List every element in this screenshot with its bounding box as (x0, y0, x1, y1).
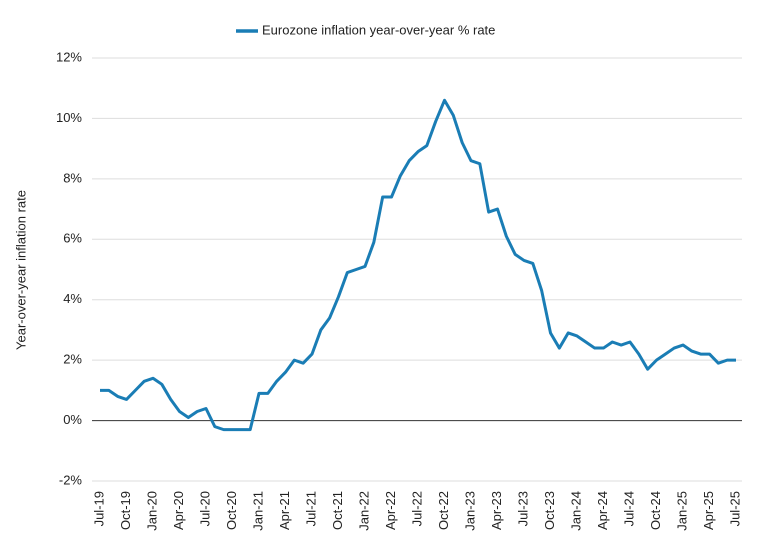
x-tick-label: Jan-22 (356, 491, 371, 531)
x-tick-label: Apr-24 (595, 491, 610, 530)
x-tick-label: Apr-23 (489, 491, 504, 530)
x-tick-label: Oct-19 (118, 491, 133, 530)
y-tick-label: 2% (63, 352, 82, 367)
x-tick-label: Jul-22 (409, 491, 424, 526)
x-tick-label: Jul-23 (515, 491, 530, 526)
y-tick-label: 4% (63, 291, 82, 306)
x-tick-label: Jan-25 (674, 491, 689, 531)
x-tick-label: Apr-21 (277, 491, 292, 530)
x-tick-label: Oct-21 (330, 491, 345, 530)
x-tick-label: Jul-19 (91, 491, 106, 526)
legend-label: Eurozone inflation year-over-year % rate (262, 22, 495, 37)
y-axis-label: Year-over-year inflation rate (13, 190, 28, 350)
x-tick-label: Jul-20 (197, 491, 212, 526)
x-tick-label: Oct-24 (648, 491, 663, 530)
x-tick-label: Jan-24 (568, 491, 583, 531)
y-tick-label: 8% (63, 170, 82, 185)
x-tick-label: Jan-23 (462, 491, 477, 531)
y-tick-label: 0% (63, 412, 82, 427)
x-tick-label: Jan-20 (144, 491, 159, 531)
data-line (100, 98, 736, 432)
x-tick-label: Oct-23 (542, 491, 557, 530)
x-tick-label: Apr-25 (701, 491, 716, 530)
y-tick-label: 6% (63, 231, 82, 246)
x-tick-label: Oct-22 (436, 491, 451, 530)
y-tick-label: -2% (59, 472, 83, 487)
y-tick-label: 12% (56, 49, 82, 64)
y-tick-label: 10% (56, 110, 82, 125)
x-tick-label: Jul-21 (303, 491, 318, 526)
x-tick-label: Jan-21 (250, 491, 265, 531)
x-tick-label: Jul-24 (621, 491, 636, 526)
x-tick-label: Apr-20 (171, 491, 186, 530)
x-tick-label: Oct-20 (224, 491, 239, 530)
x-tick-label: Jul-25 (727, 491, 742, 526)
x-tick-label: Apr-22 (383, 491, 398, 530)
